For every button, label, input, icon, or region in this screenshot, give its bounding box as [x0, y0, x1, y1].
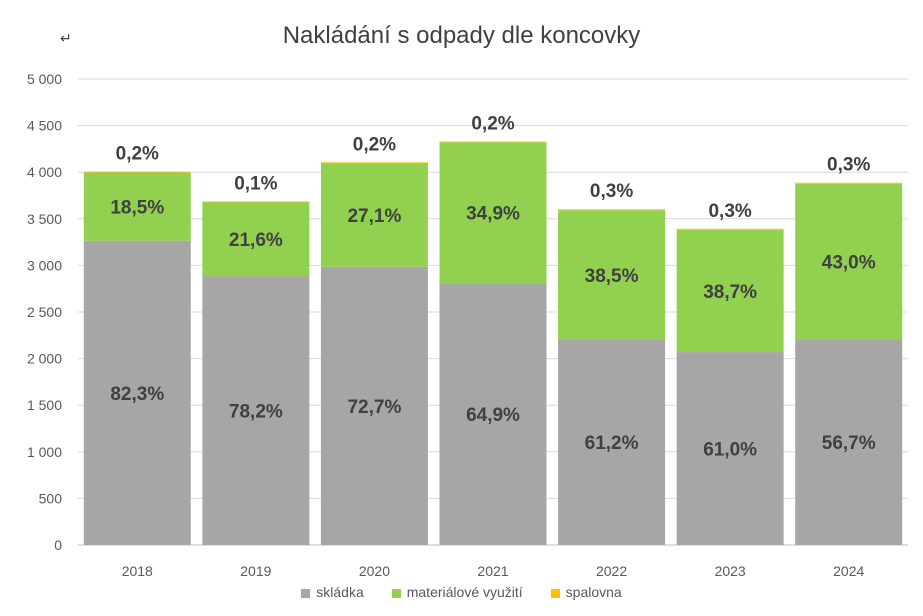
chart-title: Nakládání s odpady dle koncovky	[282, 22, 641, 49]
data-label: 0,3%	[708, 201, 751, 222]
bar-skladka	[676, 352, 784, 545]
data-label: 27,1%	[347, 206, 401, 227]
x-tick-label: 2024	[833, 563, 864, 579]
y-tick-label: 5 000	[27, 71, 62, 87]
bar-skladka	[83, 240, 191, 545]
legend-item: spalovna	[550, 584, 622, 600]
data-label: 61,2%	[585, 433, 639, 454]
data-label: 0,3%	[590, 181, 633, 202]
data-label: 78,2%	[229, 402, 283, 423]
return-arrow-icon: ↵	[60, 30, 72, 46]
data-label: 38,7%	[703, 282, 757, 303]
y-tick-label: 0	[54, 537, 62, 553]
data-label: 0,3%	[827, 155, 870, 176]
bar-skladka	[795, 339, 903, 545]
legend: skládka materiálové využití spalovna	[0, 584, 923, 600]
x-tick-label: 2023	[715, 563, 746, 579]
bar-skladka	[439, 283, 547, 545]
legend-swatch	[550, 588, 560, 598]
bar-spalovna	[795, 182, 903, 184]
bar-materialove-vyuziti	[795, 183, 903, 340]
bar-skladka	[202, 276, 310, 545]
data-label: 82,3%	[110, 384, 164, 405]
bar-spalovna	[439, 141, 547, 143]
legend-label: materiálové využití	[406, 584, 523, 600]
data-label: 43,0%	[822, 253, 876, 274]
data-label: 72,7%	[347, 397, 401, 418]
legend-label: skládka	[316, 584, 364, 600]
x-tick-label: 2020	[359, 563, 390, 579]
data-label: 34,9%	[466, 204, 520, 225]
y-tick-label: 500	[39, 490, 63, 506]
data-label: 0,2%	[471, 114, 514, 135]
bar-materialove-vyuziti	[439, 142, 547, 284]
bar-spalovna	[320, 162, 428, 164]
bar-materialove-vyuziti	[202, 201, 310, 277]
legend-item: skládka	[301, 584, 364, 600]
y-tick-label: 4 500	[27, 118, 62, 134]
data-label: 21,6%	[229, 230, 283, 251]
legend-label: spalovna	[565, 584, 622, 600]
data-label: 18,5%	[110, 198, 164, 219]
bar-skladka	[320, 266, 428, 545]
data-label: 64,9%	[466, 405, 520, 426]
x-tick-label: 2021	[477, 563, 508, 579]
legend-item: materiálové využití	[391, 584, 523, 600]
data-label: 38,5%	[585, 266, 639, 287]
legend-swatch	[391, 588, 401, 598]
y-tick-label: 2 500	[27, 304, 62, 320]
data-label: 56,7%	[822, 433, 876, 454]
y-tick-label: 1 000	[27, 444, 62, 460]
bar-materialove-vyuziti	[83, 172, 191, 241]
bar-spalovna	[83, 171, 191, 173]
bar-spalovna	[558, 209, 666, 211]
x-tick-label: 2018	[122, 563, 153, 579]
data-label: 0,2%	[116, 144, 159, 165]
legend-swatch	[301, 588, 311, 598]
bar-materialove-vyuziti	[558, 210, 666, 340]
y-tick-label: 3 500	[27, 211, 62, 227]
bar-materialove-vyuziti	[320, 163, 428, 267]
y-tick-label: 2 000	[27, 351, 62, 367]
data-label: 0,2%	[353, 134, 396, 155]
bar-spalovna	[202, 201, 310, 203]
x-tick-label: 2022	[596, 563, 627, 579]
y-tick-label: 1 500	[27, 397, 62, 413]
x-tick-label: 2019	[240, 563, 271, 579]
bar-skladka	[558, 339, 666, 545]
data-label: 61,0%	[703, 440, 757, 461]
y-tick-label: 4 000	[27, 164, 62, 180]
y-tick-label: 3 000	[27, 257, 62, 273]
data-label: 0,1%	[234, 173, 277, 194]
bar-materialove-vyuziti	[676, 229, 784, 353]
bar-spalovna	[676, 228, 784, 230]
